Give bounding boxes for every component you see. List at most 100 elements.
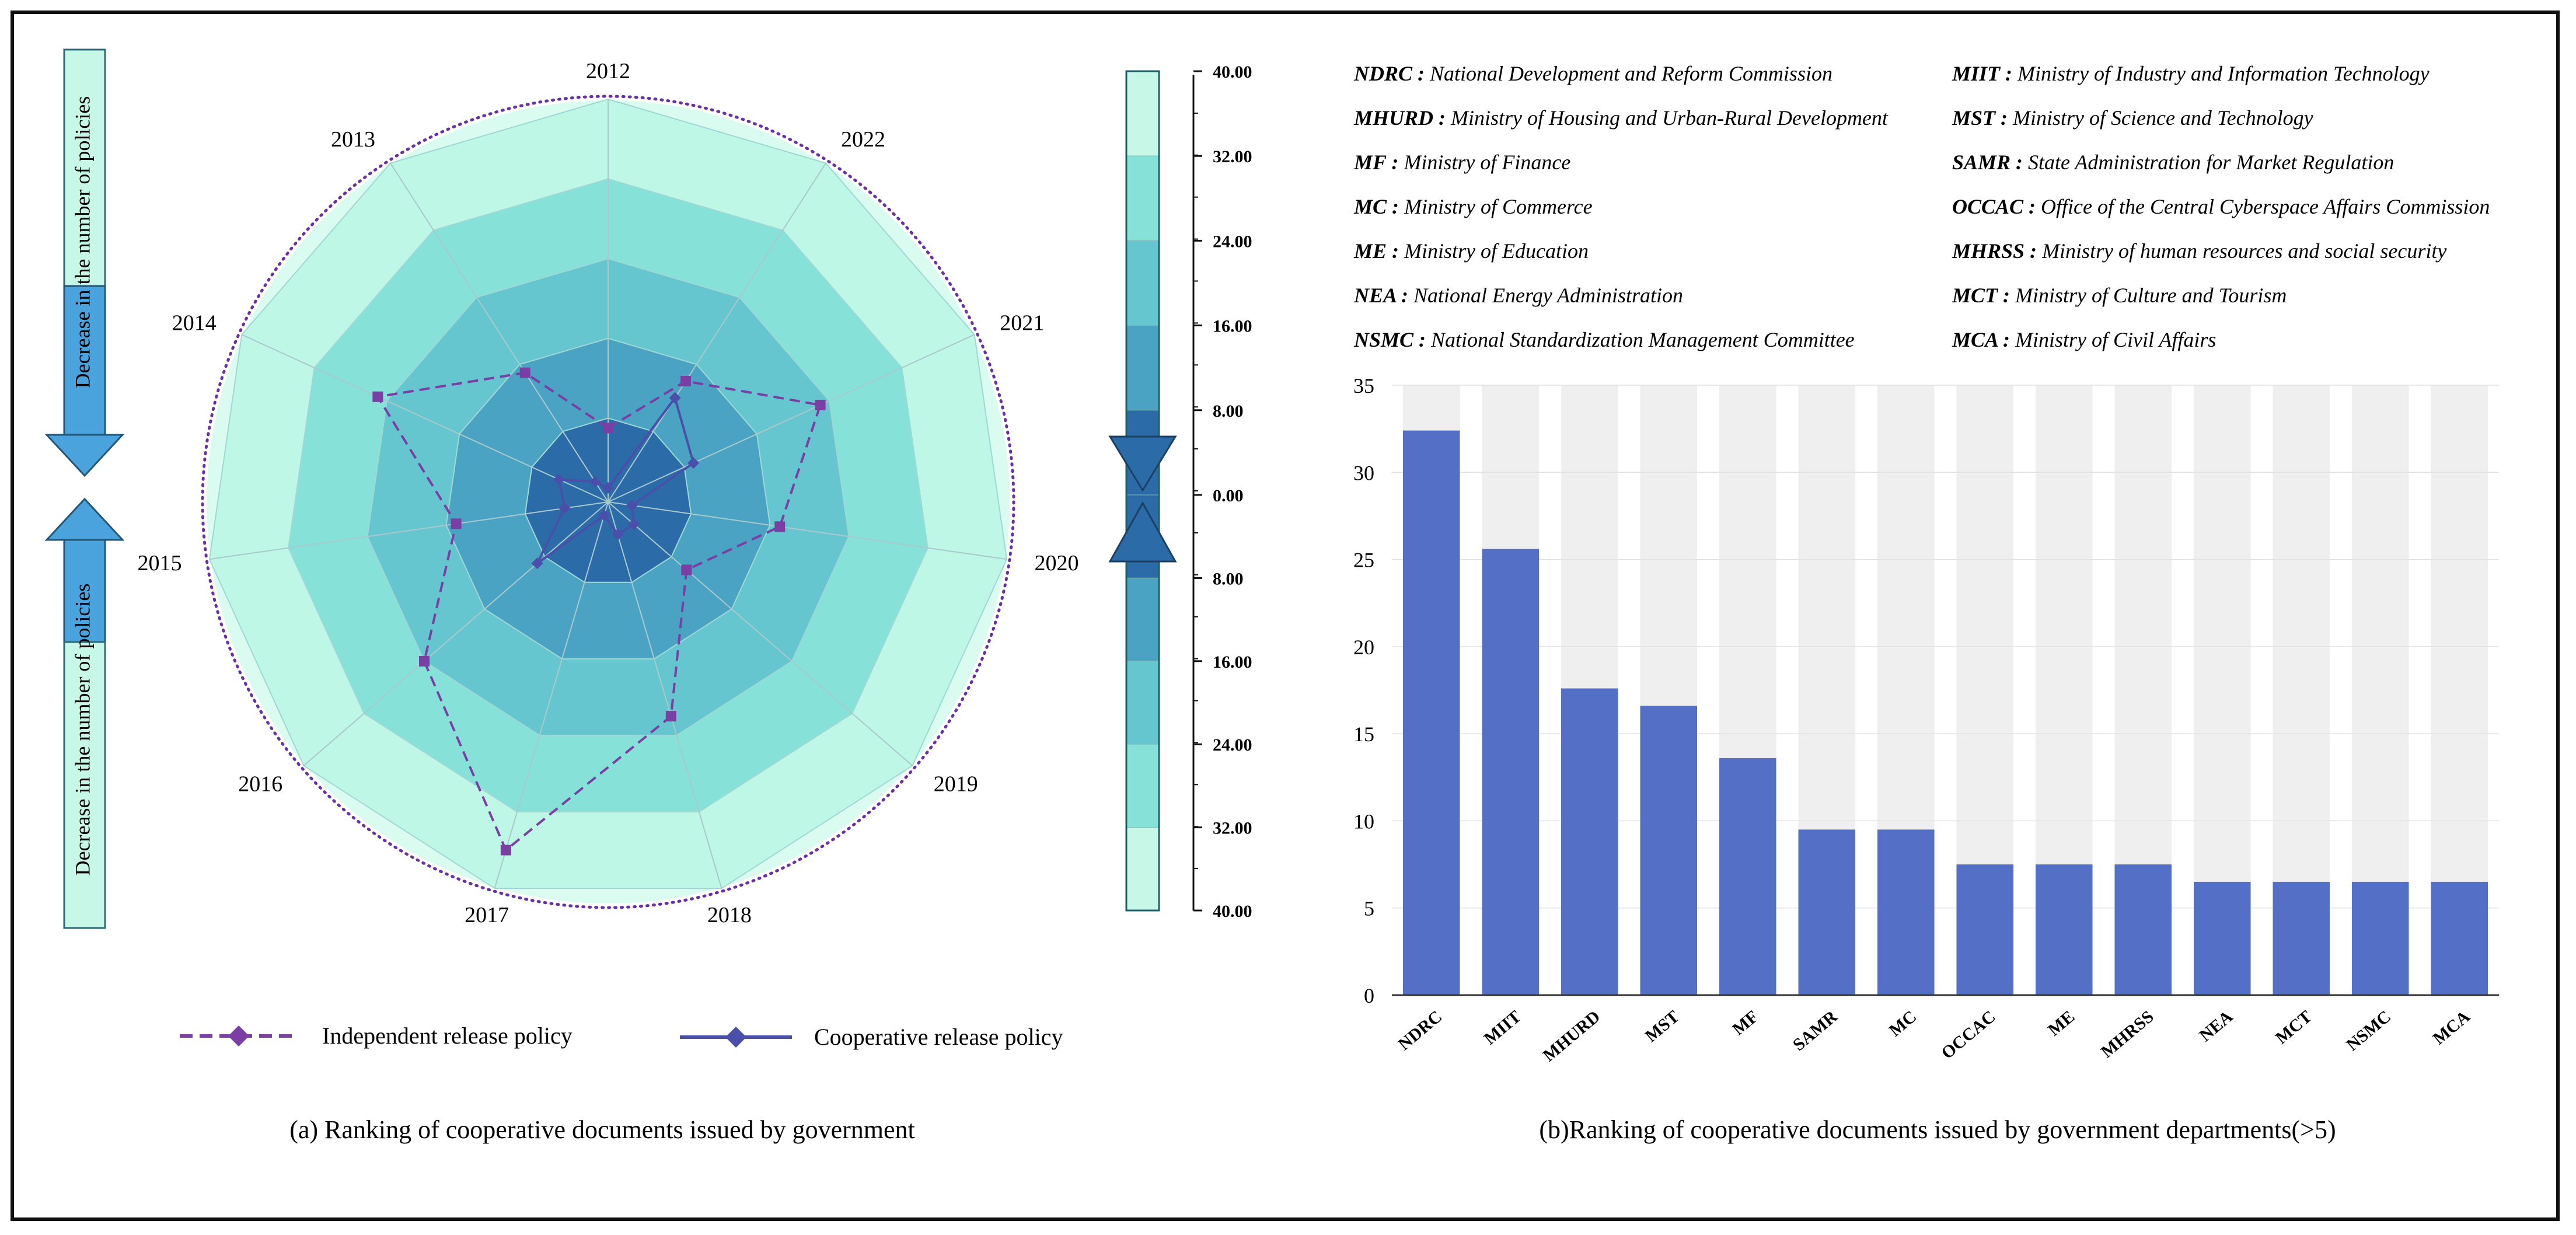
bar-x-tick-MC: MC	[1886, 1007, 1921, 1040]
abbreviation-item: NSMC : National Standardization Manageme…	[1353, 328, 1855, 351]
bar-x-tick-MF: MF	[1729, 1007, 1762, 1039]
radar-point-independent-2014	[372, 391, 383, 402]
radar-label-2022: 2022	[841, 127, 885, 152]
bar-x-tick-NDRC: NDRC	[1395, 1007, 1446, 1054]
bar-MCT	[2273, 881, 2330, 995]
scale-tick-top-4: 8.00	[1213, 402, 1244, 421]
bar-y-tick-20: 20	[1353, 636, 1374, 659]
radar-spoke-2015	[209, 501, 609, 560]
bar-x-tick-SAMR: SAMR	[1789, 1007, 1841, 1055]
radar-spoke-2021	[608, 334, 975, 503]
scale-top-block-0	[1126, 71, 1160, 156]
abbreviation-code: NDRC :	[1353, 62, 1430, 85]
legend-cooperative-label: Cooperative release policy	[814, 1024, 1063, 1050]
abbreviation-full: Ministry of Finance	[1403, 151, 1570, 174]
abbreviation-full: State Administration for Market Regulati…	[2028, 151, 2394, 174]
bar-MHURD	[1561, 688, 1618, 995]
radar-series	[372, 367, 826, 856]
bar-y-tick-10: 10	[1353, 810, 1374, 833]
radar-point-independent-2012	[603, 423, 613, 434]
radar-category-labels: 2012 2022 2021 2020 2019 2018 2017 2016 2015 2014…	[138, 59, 1079, 927]
left-caption: (a) Ranking of cooperative documents iss…	[289, 1115, 915, 1144]
abbreviation-item: MHRSS : Ministry of human resources and …	[1952, 239, 2446, 263]
radar-point-cooperative-2021	[687, 457, 700, 469]
radar-label-2013: 2013	[331, 127, 375, 152]
radar-point-independent-2015	[451, 518, 462, 529]
radar-spokes	[209, 99, 1007, 889]
radar-point-cooperative-2019	[628, 518, 640, 531]
abbreviation-code: MIIT :	[1952, 62, 2017, 85]
abbreviation-code: MST :	[1952, 106, 2013, 130]
side-arrow-bottom-box	[63, 641, 106, 929]
radar-spoke-2013	[390, 162, 609, 503]
radar-point-independent-2016	[419, 655, 430, 667]
scale-tick-top-2: 24.00	[1213, 232, 1252, 251]
abbreviation-full: Ministry of human resources and social s…	[2041, 239, 2446, 263]
abbreviation-code: MC :	[1353, 195, 1404, 218]
bar-x-ticks: NDRC MIIT MHURD MST MF SAMR MC OCCAC ME MHRSS NEA M…	[1395, 1007, 2474, 1065]
radar-outer-dotted-circle	[201, 95, 1015, 909]
bar-x-tick-OCCAC: OCCAC	[1938, 1007, 1999, 1063]
abbreviation-code: SAMR :	[1952, 151, 2028, 174]
abbreviation-code: NEA :	[1353, 284, 1413, 307]
abbreviation-item: NEA : National Energy Administration	[1353, 284, 1683, 307]
radar-chart: 2012 2022 2021 2020 2019 2018 2017 2016 2015 2014…	[138, 59, 1079, 927]
scale-tick-bottom-4: 40.00	[1213, 902, 1252, 921]
bar-y-tick-30: 30	[1353, 461, 1374, 484]
bar-MCA	[2431, 881, 2488, 995]
bar-OCCAC	[1956, 864, 2014, 995]
radar-label-2012: 2012	[586, 59, 630, 83]
bar-MIIT	[1482, 549, 1540, 995]
bar-y-tick-0: 0	[1364, 984, 1374, 1007]
bar-x-tick-MHRSS: MHRSS	[2097, 1007, 2158, 1062]
side-arrow-bottom: Decrease in the number of policies	[44, 497, 125, 929]
bar-x-tick-MIIT: MIIT	[1481, 1007, 1525, 1048]
radar-point-cooperative-2017	[598, 510, 610, 522]
abbreviation-code: ME :	[1353, 239, 1404, 263]
bar-SAMR	[1798, 829, 1856, 995]
radar-spoke-2022	[608, 162, 826, 503]
abbreviation-full: Office of the Central Cyberspace Affairs…	[2041, 195, 2490, 218]
bar-series	[1402, 430, 2488, 995]
radar-label-2016: 2016	[238, 772, 282, 796]
scale-top-block-3	[1126, 325, 1160, 411]
radar-label-2020: 2020	[1034, 551, 1078, 575]
radar-point-cooperative-2015	[559, 502, 571, 514]
scale-up-arrow-icon	[1108, 501, 1177, 563]
scale-down-arrow-icon	[1108, 435, 1177, 492]
scale-bottom-block-1	[1126, 577, 1160, 662]
scale-ticks: 40.00 32.00 24.00 16.00 8.00 0.00 8.00 16.00 24.…	[1193, 62, 1252, 921]
abbreviation-list: NDRC : National Development and Reform C…	[1353, 62, 2490, 351]
radar-series-independent-line	[376, 371, 822, 852]
radar-spoke-2019	[608, 501, 913, 766]
abbreviation-code: MCT :	[1952, 284, 2015, 307]
bar-MHRSS	[2114, 864, 2172, 995]
abbreviation-item: SAMR : State Administration for Market R…	[1952, 151, 2394, 174]
up-arrow-icon	[44, 497, 125, 541]
side-arrow-top: Decrease in the number of policies	[44, 48, 125, 477]
scale-tick-top-5: 0.00	[1213, 486, 1244, 505]
bar-y-tick-35: 35	[1353, 374, 1374, 397]
abbreviation-item: MCT : Ministry of Culture and Tourism	[1952, 284, 2287, 307]
radar-point-independent-2019	[681, 564, 692, 575]
radar-label-2018: 2018	[707, 903, 752, 927]
abbreviation-full: Ministry of Education	[1404, 239, 1589, 263]
abbreviation-item: OCCAC : Office of the Central Cyberspace…	[1952, 195, 2490, 218]
radar-spoke-2020	[608, 501, 1007, 560]
abbreviation-item: MCA : Ministry of Civil Affairs	[1952, 328, 2216, 351]
abbreviation-full: Ministry of Housing and Urban-Rural Deve…	[1450, 106, 1889, 130]
abbreviation-item: MIIT : Ministry of Industry and Informat…	[1952, 62, 2430, 85]
radar-point-cooperative-2018	[612, 528, 624, 540]
abbreviation-code: MCA :	[1952, 328, 2015, 351]
radar-point-independent-2021	[815, 399, 826, 410]
radar-point-cooperative-2016	[531, 557, 543, 570]
radar-point-independent-2017	[500, 845, 511, 856]
abbreviation-code: OCCAC :	[1952, 195, 2041, 218]
radar-point-independent-2020	[774, 521, 786, 532]
side-arrow-bottom-shaft	[63, 539, 106, 643]
bar-ME	[2035, 864, 2093, 995]
scale-bottom-block-2	[1126, 661, 1160, 745]
bar-gridlines	[1392, 385, 2499, 996]
bar-y-tick-25: 25	[1353, 549, 1374, 572]
radar-label-2015: 2015	[138, 551, 182, 575]
